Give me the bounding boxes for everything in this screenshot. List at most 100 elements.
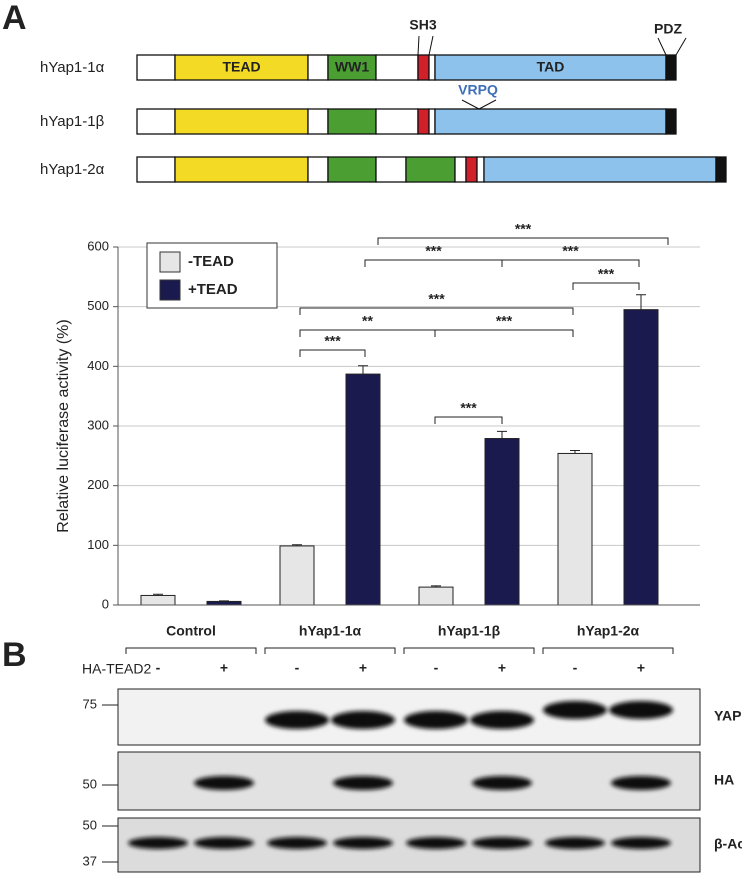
domain [434,108,667,135]
domain [465,156,478,183]
band [128,837,188,849]
pointer [657,37,687,56]
blot-name: YAP [714,708,742,724]
bracket [299,349,366,357]
domain [375,108,419,135]
error-bar [431,585,441,588]
bar [484,438,520,606]
sign: - [295,660,300,676]
band [265,711,329,729]
domain [434,54,667,81]
sign: + [359,660,367,676]
significance: *** [460,400,477,416]
error-bar [153,593,163,596]
significance: *** [324,333,341,349]
significance: *** [496,313,513,329]
legend-label: +TEAD [188,281,238,298]
bar [345,373,381,606]
lane-group: Control [166,623,216,639]
y-tick-label: 200 [87,477,109,492]
domain [405,156,456,183]
legend-swatch [159,251,181,273]
domain [375,156,407,183]
bar [557,452,593,606]
bracket [299,307,574,315]
construct-name: hYap1-2α [40,161,105,178]
pointer [461,99,497,110]
motif-label: VRPQ [458,82,498,98]
y-tick-label: 100 [87,537,109,552]
band [406,837,466,849]
significance: *** [428,291,445,307]
panel-label: A [2,0,27,37]
legend-swatch [159,279,181,301]
error-bar [292,544,302,546]
mw-marker: 75 [83,696,97,711]
domain [665,108,677,135]
bracket [377,237,669,245]
band [611,837,671,849]
domain [417,108,430,135]
domain [476,156,485,183]
band [333,837,393,849]
domain [174,108,309,135]
lane-group: hYap1-1α [299,623,362,639]
bracket [299,329,436,337]
band [472,776,532,790]
bar [140,594,176,606]
error-bar [570,449,580,454]
error-bar [358,365,368,375]
y-tick-label: 600 [87,238,109,253]
bracket [434,416,503,424]
y-axis-label: Relative luciferase activity (%) [55,319,72,532]
band [331,711,395,729]
sign: + [637,660,645,676]
band [611,776,671,790]
domain [136,156,176,183]
blot-name: β-Actin [714,836,742,852]
bracket [434,329,574,337]
domain [483,156,717,183]
error-bar [497,430,507,439]
domain [454,156,467,183]
domain [174,156,309,183]
bar [418,586,454,606]
pointer [417,35,434,56]
blot-name: HA [714,772,734,788]
bar [279,545,315,606]
domain-label: TEAD [222,59,260,75]
sign: - [573,660,578,676]
construct-name: hYap1-1β [40,113,105,130]
legend-label: -TEAD [188,253,234,270]
domain [307,108,329,135]
domain [327,156,377,183]
band [609,701,673,719]
error-bar [219,600,229,602]
group-bracket [125,647,257,654]
band [472,837,532,849]
significance: *** [425,243,442,259]
domain-label: TAD [537,59,565,75]
domain [307,54,329,81]
domain [327,108,377,135]
domain [136,108,176,135]
band [545,837,605,849]
significance: *** [515,221,532,237]
band [194,837,254,849]
domain-label: WW1 [335,59,369,75]
domain [417,54,430,81]
domain-label: SH3 [409,17,436,33]
domain [715,156,727,183]
group-bracket [403,647,535,654]
bar [623,309,659,606]
significance: ** [362,313,373,329]
sign: - [156,660,161,676]
bracket [572,282,640,290]
y-tick-label: 500 [87,298,109,313]
y-tick-label: 400 [87,358,109,373]
sign: + [498,660,506,676]
lane-group: hYap1-2α [577,623,640,639]
sign: + [220,660,228,676]
band [333,776,393,790]
